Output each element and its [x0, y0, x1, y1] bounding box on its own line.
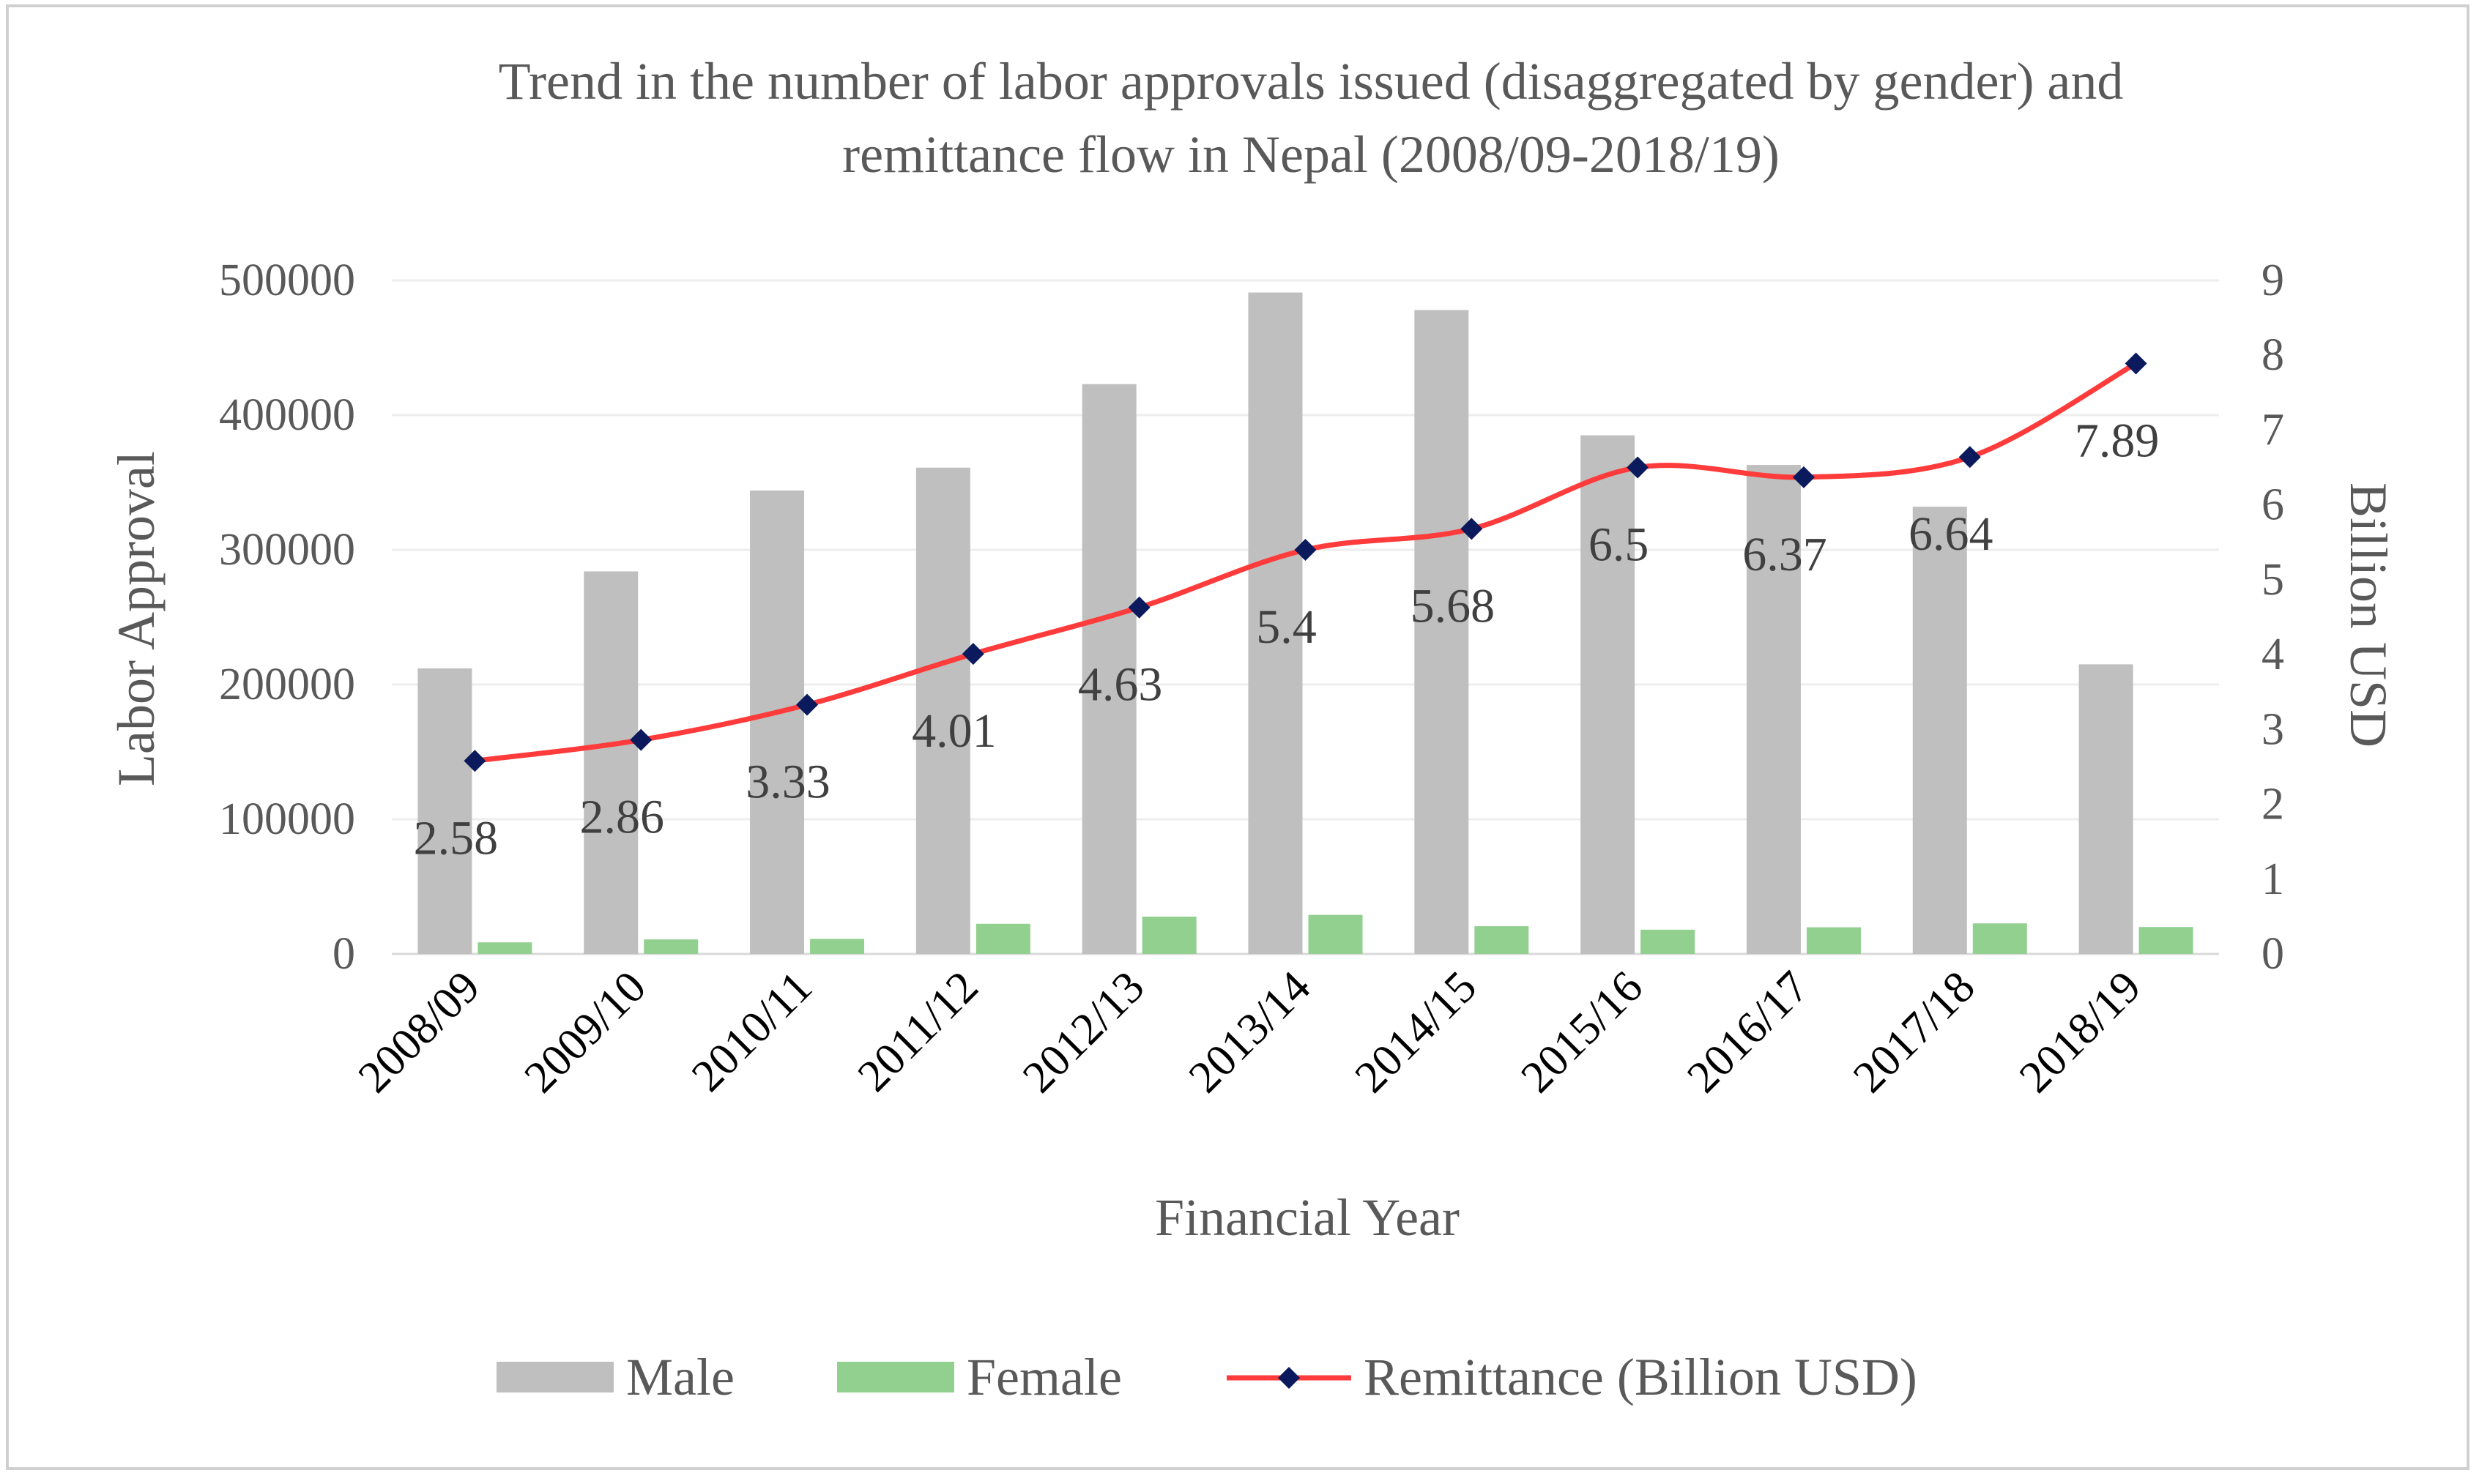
remittance-data-label: 6.64: [1909, 507, 1993, 561]
remittance-data-label: 2.86: [579, 791, 664, 844]
remittance-data-label: 5.68: [1411, 579, 1495, 633]
bar-male: [1912, 507, 1967, 954]
legend-swatch-female: [837, 1362, 954, 1392]
remittance-data-label: 6.37: [1742, 528, 1827, 581]
y-tick-label: 100000: [219, 794, 355, 844]
chart-title-line1: Trend in the number of labor approvals i…: [499, 52, 2124, 111]
bar-male: [584, 571, 639, 954]
legend: Male Female Remittance (Billion USD): [497, 1348, 1917, 1406]
y2-tick-label: 9: [2261, 256, 2284, 305]
remittance-marker: [1792, 466, 1815, 488]
y2-tick-label: 1: [2261, 854, 2284, 904]
bar-male: [1746, 465, 1801, 954]
remittance-marker: [1294, 539, 1317, 561]
x-axis-label: Financial Year: [1155, 1188, 1460, 1247]
y-axis-label: Labor Approval: [107, 451, 166, 786]
legend-label-male: Male: [626, 1348, 735, 1406]
y2-axis-label: Billion USD: [2339, 482, 2398, 747]
bar-female: [644, 939, 699, 954]
y-tick-label: 500000: [219, 256, 355, 305]
y-tick-label: 300000: [219, 525, 355, 575]
legend-label-remittance: Remittance (Billion USD): [1364, 1348, 1917, 1406]
remittance-data-label: 3.33: [746, 756, 830, 809]
remittance-marker: [1627, 456, 1649, 479]
bar-female: [1972, 923, 2027, 954]
bar-male: [1082, 384, 1137, 954]
line-series: 2.58 2.86 3.33 4.01 4.63 5.4 5.68 6.5 6.37 6.64 7.…: [414, 352, 2160, 865]
bar-female: [2138, 927, 2193, 954]
remittance-marker: [1958, 446, 1981, 469]
y-tick-label: 0: [332, 929, 355, 979]
remittance-marker: [464, 750, 486, 772]
remittance-data-label: 4.01: [912, 704, 997, 758]
bar-female: [477, 942, 532, 954]
remittance-data-label: 4.63: [1078, 658, 1163, 712]
remittance-marker: [1460, 518, 1483, 540]
chart-title-line2: remittance flow in Nepal (2008/09-2018/1…: [842, 125, 1780, 184]
y2-tick-label: 6: [2261, 480, 2284, 530]
remittance-marker: [2125, 352, 2147, 375]
chart-border: [6, 4, 2469, 1470]
bar-female: [1640, 929, 1695, 954]
bar-male: [2078, 664, 2133, 954]
legend-swatch-male: [497, 1362, 614, 1392]
legend-label-female: Female: [967, 1348, 1122, 1406]
y2-tick-label: 4: [2261, 630, 2284, 679]
remittance-data-label: 6.5: [1588, 518, 1649, 572]
y2-tick-label: 3: [2261, 704, 2284, 754]
y-tick-label: 200000: [219, 660, 355, 709]
bar-male: [915, 467, 970, 954]
bar-male: [1414, 310, 1469, 955]
bar-male: [750, 491, 805, 954]
legend-swatch-remittance-marker: [1278, 1367, 1300, 1389]
y-tick-label: 400000: [219, 390, 355, 440]
y2-tick-label: 2: [2261, 780, 2284, 829]
bar-female: [1142, 917, 1197, 954]
y2-tick-label: 8: [2261, 330, 2284, 380]
remittance-marker: [630, 728, 653, 751]
remittance-marker: [796, 693, 819, 716]
remittance-data-label: 7.89: [2075, 414, 2160, 467]
bar-female: [1308, 914, 1363, 954]
bar-female: [975, 923, 1030, 954]
remittance-marker: [1128, 596, 1151, 619]
remittance-data-label: 2.58: [414, 811, 499, 865]
y2-tick-label: 5: [2261, 555, 2284, 605]
y2-tick-label: 0: [2261, 929, 2284, 979]
bar-series: [417, 292, 2193, 955]
y2-tick-label: 7: [2261, 405, 2284, 455]
bar-male: [1248, 292, 1303, 954]
bar-female: [810, 939, 865, 954]
bar-female: [1474, 926, 1529, 954]
bar-male: [417, 668, 472, 954]
bar-female: [1806, 927, 1861, 954]
remittance-data-label: 5.4: [1256, 600, 1317, 654]
y-axis-right: 0 1 2 3 4 5 6 7 8 9: [2261, 256, 2284, 979]
remittance-marker: [962, 643, 984, 665]
bar-male: [1580, 435, 1635, 954]
y-axis-left: 0 100000 200000 300000 400000 500000: [219, 256, 355, 979]
